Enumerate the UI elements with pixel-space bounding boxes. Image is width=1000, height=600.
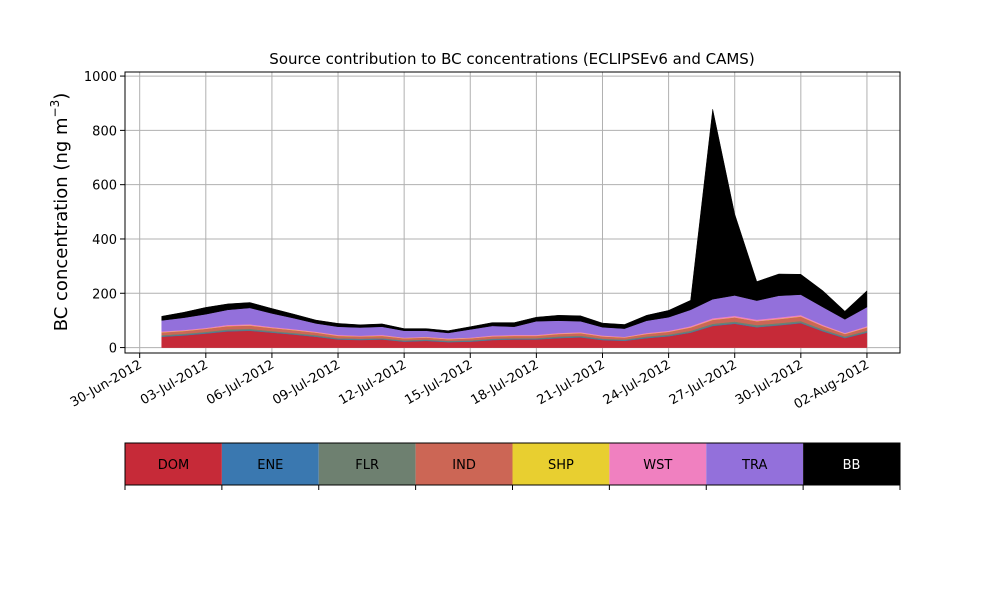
legend-swatch-flr [318, 443, 416, 485]
y-tick-label: 1000 [84, 70, 117, 85]
grid [125, 72, 900, 353]
x-tick-label: 03-Jul-2012 [138, 357, 211, 408]
legend-swatch-shp [512, 443, 610, 485]
x-tick-label: 18-Jul-2012 [469, 357, 542, 408]
y-tick-label: 600 [92, 179, 117, 194]
y-axis-label-main: BC concentration (ng m [51, 117, 72, 331]
stacked-areas [161, 109, 868, 348]
x-tick-label: 21-Jul-2012 [535, 357, 608, 408]
plot-frame [124, 71, 901, 354]
legend-label-flr: FLR [355, 458, 379, 473]
legend-swatch-ind [415, 443, 513, 485]
legend-swatch-dom [125, 443, 222, 485]
chart-title: Source contribution to BC concentrations… [269, 50, 754, 68]
y-axis-label-close: ) [51, 93, 72, 100]
y-axis-label-superscript: −3 [48, 100, 62, 118]
legend-label-bb: BB [843, 458, 861, 473]
legend-swatch-ene [221, 443, 319, 485]
x-tick-label: 06-Jul-2012 [204, 357, 277, 408]
legend-swatch-bb [803, 443, 900, 485]
x-tick-label: 27-Jul-2012 [667, 357, 740, 408]
y-axis-label: BC concentration (ng m−3) [48, 93, 72, 332]
x-tick-label: 02-Aug-2012 [792, 357, 872, 412]
y-tick-label: 200 [92, 287, 117, 302]
x-tick-label: 09-Jul-2012 [270, 357, 343, 408]
area-bb [161, 109, 868, 334]
y-tick-label: 800 [92, 124, 117, 139]
legend-colorbar: DOM ENE FLR IND SHP WST TRA BB [124, 442, 901, 490]
legend-label-dom: DOM [158, 458, 189, 473]
x-tick-label: 24-Jul-2012 [601, 357, 674, 408]
legend-swatch-wst [609, 443, 707, 485]
legend-label-tra: TRA [741, 458, 767, 473]
x-tick-label: 30-Jun-2012 [68, 357, 145, 410]
y-tick-label: 0 [109, 342, 117, 357]
legend-label-wst: WST [643, 458, 672, 473]
legend-label-ene: ENE [257, 458, 283, 473]
x-tick-label: 15-Jul-2012 [402, 357, 475, 408]
x-axis-ticks: 30-Jun-201203-Jul-201206-Jul-201209-Jul-… [68, 353, 872, 413]
y-axis-ticks: 0 200 400 600 800 1000 [84, 70, 125, 357]
x-tick-label: 12-Jul-2012 [336, 357, 409, 408]
legend-swatch-tra [706, 443, 804, 485]
y-tick-label: 400 [92, 233, 117, 248]
legend-label-shp: SHP [548, 458, 574, 473]
legend-label-ind: IND [452, 458, 476, 473]
